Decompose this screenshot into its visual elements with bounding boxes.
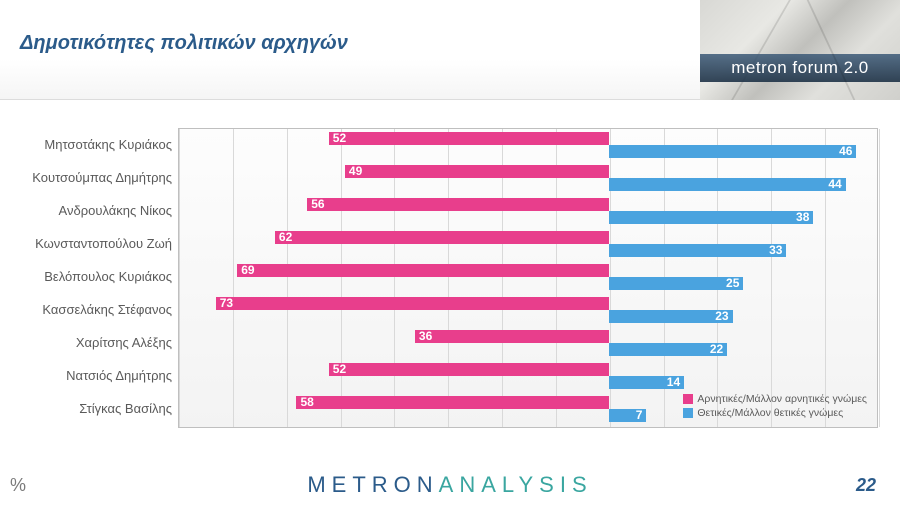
bar-negative: 49 bbox=[345, 165, 609, 178]
chart-row: Νατσιός Δημήτρης 52 14 bbox=[18, 359, 878, 392]
bar-positive: 44 bbox=[609, 178, 846, 191]
bar-negative: 58 bbox=[296, 396, 608, 409]
row-label: Στίγκας Βασίλης bbox=[18, 392, 172, 425]
bar-negative-value: 56 bbox=[311, 198, 324, 211]
slide-footer: % METRONANALYSIS 22 bbox=[0, 458, 900, 506]
bar-positive-value: 23 bbox=[715, 310, 728, 323]
bar-positive: 7 bbox=[609, 409, 647, 422]
row-label: Ανδρουλάκης Νίκος bbox=[18, 194, 172, 227]
bar-positive: 14 bbox=[609, 376, 684, 389]
footer-logo-part1: METRON bbox=[307, 472, 438, 497]
chart-row: Μητσοτάκης Κυριάκος 52 46 bbox=[18, 128, 878, 161]
footer-logo: METRONANALYSIS bbox=[307, 472, 592, 498]
row-label: Κασσελάκης Στέφανος bbox=[18, 293, 172, 326]
brand-photo-bg: metron forum 2.0 bbox=[700, 0, 900, 100]
bar-positive-value: 33 bbox=[769, 244, 782, 257]
bar-negative-value: 69 bbox=[241, 264, 254, 277]
brand-logo-top: metron forum 2.0 bbox=[700, 0, 900, 100]
bar-positive: 22 bbox=[609, 343, 727, 356]
bar-positive: 25 bbox=[609, 277, 744, 290]
bar-negative: 56 bbox=[307, 198, 609, 211]
bar-positive: 46 bbox=[609, 145, 857, 158]
bar-positive-value: 14 bbox=[667, 376, 680, 389]
bar-negative-value: 58 bbox=[300, 396, 313, 409]
chart-row: Βελόπουλος Κυριάκος 69 25 bbox=[18, 260, 878, 293]
bar-negative-value: 62 bbox=[279, 231, 292, 244]
brand-text: metron forum 2.0 bbox=[700, 54, 900, 82]
bar-negative: 36 bbox=[415, 330, 609, 343]
row-label: Κουτσούμπας Δημήτρης bbox=[18, 161, 172, 194]
bar-negative: 62 bbox=[275, 231, 609, 244]
bar-negative-value: 36 bbox=[419, 330, 432, 343]
chart-row: Χαρίτσης Αλέξης 36 22 bbox=[18, 326, 878, 359]
bar-positive: 33 bbox=[609, 244, 787, 257]
bar-negative: 69 bbox=[237, 264, 609, 277]
chart: Αρνητικές/Μάλλον αρνητικές γνώμες Θετικέ… bbox=[18, 122, 882, 452]
bar-negative-value: 52 bbox=[333, 132, 346, 145]
bar-positive-value: 22 bbox=[710, 343, 723, 356]
slide-header: Δημοτικότητες πολιτικών αρχηγών metron f… bbox=[0, 0, 900, 100]
chart-row: Κασσελάκης Στέφανος 73 23 bbox=[18, 293, 878, 326]
bar-negative-value: 52 bbox=[333, 363, 346, 376]
bar-positive-value: 44 bbox=[828, 178, 841, 191]
row-label: Βελόπουλος Κυριάκος bbox=[18, 260, 172, 293]
row-label: Μητσοτάκης Κυριάκος bbox=[18, 128, 172, 161]
page-number: 22 bbox=[856, 475, 876, 496]
bar-negative: 52 bbox=[329, 363, 609, 376]
bar-negative: 73 bbox=[216, 297, 609, 310]
bar-negative: 52 bbox=[329, 132, 609, 145]
row-label: Κωνσταντοπούλου Ζωή bbox=[18, 227, 172, 260]
bar-positive: 23 bbox=[609, 310, 733, 323]
chart-row: Στίγκας Βασίλης 58 7 bbox=[18, 392, 878, 425]
grid-line bbox=[879, 129, 880, 427]
bar-positive-value: 46 bbox=[839, 145, 852, 158]
row-label: Νατσιός Δημήτρης bbox=[18, 359, 172, 392]
bar-positive: 38 bbox=[609, 211, 814, 224]
bar-positive-value: 7 bbox=[636, 409, 643, 422]
percent-symbol: % bbox=[10, 475, 26, 496]
footer-logo-part2: ANALYSIS bbox=[439, 472, 593, 497]
bar-positive-value: 25 bbox=[726, 277, 739, 290]
chart-row: Κωνσταντοπούλου Ζωή 62 33 bbox=[18, 227, 878, 260]
chart-rows: Μητσοτάκης Κυριάκος 52 46 Κουτσούμπας Δημήτ… bbox=[18, 128, 878, 425]
bar-negative-value: 49 bbox=[349, 165, 362, 178]
row-label: Χαρίτσης Αλέξης bbox=[18, 326, 172, 359]
slide-title: Δημοτικότητες πολιτικών αρχηγών bbox=[20, 32, 348, 55]
chart-row: Κουτσούμπας Δημήτρης 49 44 bbox=[18, 161, 878, 194]
chart-row: Ανδρουλάκης Νίκος 56 38 bbox=[18, 194, 878, 227]
bar-negative-value: 73 bbox=[220, 297, 233, 310]
bar-positive-value: 38 bbox=[796, 211, 809, 224]
